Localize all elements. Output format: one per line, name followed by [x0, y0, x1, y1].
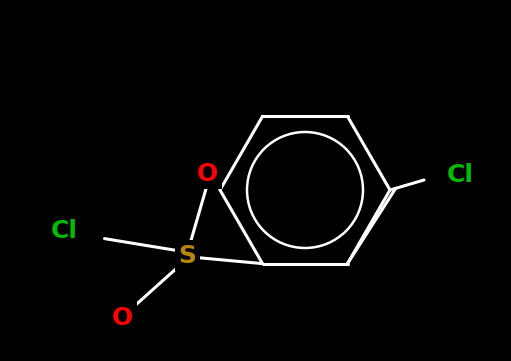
Text: Cl: Cl — [447, 163, 474, 187]
Text: O: O — [112, 306, 133, 330]
Text: S: S — [178, 244, 197, 268]
Text: Cl: Cl — [51, 219, 78, 243]
Text: O: O — [197, 162, 218, 186]
